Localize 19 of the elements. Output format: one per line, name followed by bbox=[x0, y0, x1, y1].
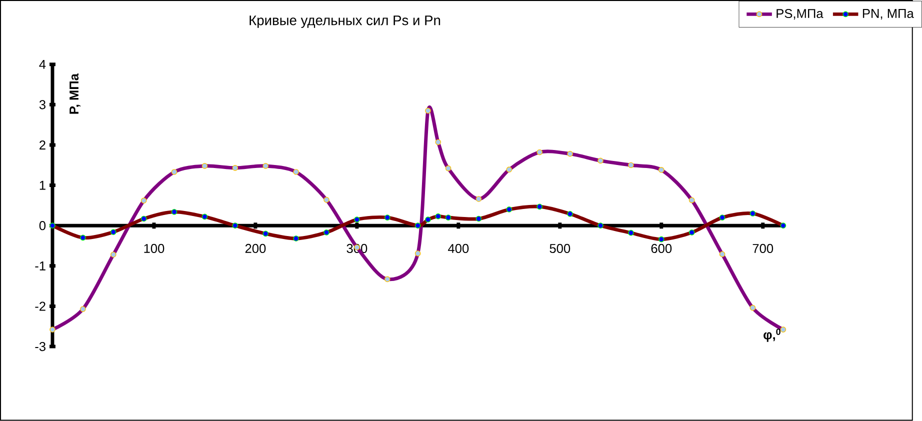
x-tick-label: 700 bbox=[752, 244, 774, 254]
y-tick-label: 2 bbox=[40, 140, 46, 150]
y-tick-label: 1 bbox=[40, 180, 46, 190]
y-tick-label: -2 bbox=[35, 302, 46, 311]
chart-title: Кривые удельных сил Ps и Pn bbox=[250, 16, 440, 28]
x-tick-label: 600 bbox=[651, 244, 672, 254]
x-tick-label: 500 bbox=[550, 244, 570, 254]
y-axis-title: P, МПа bbox=[70, 74, 80, 114]
x-tick-label: 400 bbox=[448, 244, 469, 254]
y-tick-label: 4 bbox=[39, 60, 46, 69]
y-tick-label: 3 bbox=[39, 100, 46, 110]
legend-label: PN, МПа bbox=[862, 9, 914, 20]
y-tick-label: -3 bbox=[35, 342, 46, 352]
y-tick-label: 0 bbox=[39, 221, 46, 230]
x-axis-title: φ,$^{0}$ bbox=[764, 328, 780, 342]
y-tick-label: -1 bbox=[35, 262, 46, 270]
x-tick-label: 100 bbox=[144, 244, 164, 254]
x-tick-label: 200 bbox=[245, 244, 266, 254]
legend-label: PS,МПа bbox=[776, 9, 824, 20]
